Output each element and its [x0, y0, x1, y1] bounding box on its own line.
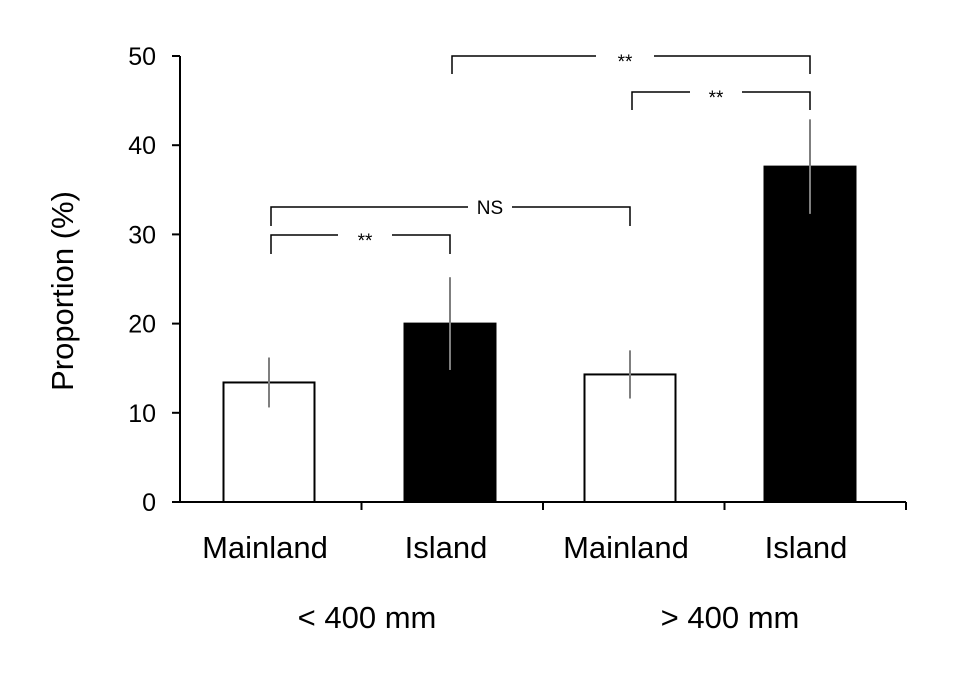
bracket-2 [270, 206, 631, 226]
y-tick-label: 0 [142, 489, 156, 517]
group-label: > 400 mm [661, 600, 800, 635]
bracket-label-4: ** [618, 52, 633, 73]
bracket-1 [270, 234, 451, 254]
bracket-label-2: NS [477, 198, 503, 219]
category-label: Island [405, 530, 488, 565]
category-label: Mainland [563, 530, 689, 565]
y-tick-label: 40 [128, 132, 156, 160]
y-axis-title: Proportion (%) [45, 191, 80, 391]
labels: Mainland Island Mainland Island < 400 mm > 40… [202, 530, 847, 635]
error-bars [268, 119, 811, 408]
y-axis: 0 10 20 30 40 50 Proportion (%) [45, 43, 181, 517]
y-tick-label: 30 [128, 221, 156, 249]
y-tick-label: 50 [128, 43, 156, 71]
category-label: Island [765, 530, 848, 565]
group-label: < 400 mm [298, 600, 437, 635]
y-tick-label: 20 [128, 311, 156, 339]
y-tick-label: 10 [128, 400, 156, 428]
bar-4 [763, 165, 857, 503]
x-axis [180, 501, 907, 510]
bracket-label-3: ** [709, 88, 724, 109]
bracket-label-1: ** [358, 231, 373, 252]
bracket-3 [631, 91, 811, 110]
bars [222, 165, 857, 503]
significance-brackets: ** NS ** ** [270, 52, 811, 254]
bracket-4 [451, 55, 811, 74]
category-label: Mainland [202, 530, 328, 565]
